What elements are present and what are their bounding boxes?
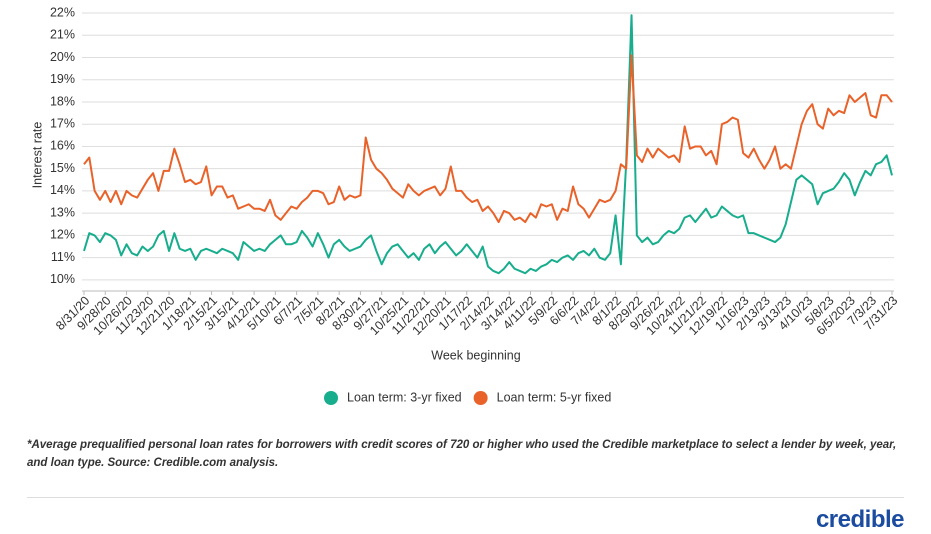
y-tick-label: 13% xyxy=(50,205,75,219)
y-tick-label: 11% xyxy=(51,250,75,264)
y-tick-label: 18% xyxy=(50,94,75,108)
y-tick-label: 16% xyxy=(50,139,75,153)
y-tick-label: 20% xyxy=(50,50,75,64)
y-tick-label: 15% xyxy=(50,161,75,175)
y-tick-label: 14% xyxy=(50,183,75,197)
y-axis-label: Interest rate xyxy=(30,122,44,189)
chart: Interest rate Week beginning 10% 11% 12% 13… xyxy=(30,5,900,405)
legend-label: Loan term: 3-yr fixed xyxy=(347,390,462,404)
x-axis-label: Week beginning xyxy=(431,348,520,362)
y-tick-label: 19% xyxy=(50,72,75,86)
y-tick-label: 12% xyxy=(50,228,75,242)
legend-swatch xyxy=(473,391,488,405)
logo: credible xyxy=(815,506,905,533)
footnote: *Average prequalified personal loan rate… xyxy=(27,439,897,469)
legend-label: Loan term: 5-yr fixed xyxy=(497,390,612,404)
separator xyxy=(27,497,904,498)
legend-swatch xyxy=(324,391,338,405)
y-tick-label: 10% xyxy=(50,272,75,286)
page: Interest rate Week beginning 10% 11% 12% 13… xyxy=(27,5,905,533)
y-tick-label: 21% xyxy=(50,28,75,42)
series-line xyxy=(83,54,893,224)
series-line xyxy=(83,14,893,275)
y-tick-label: 17% xyxy=(50,116,75,130)
y-tick-label: 22% xyxy=(50,5,75,19)
